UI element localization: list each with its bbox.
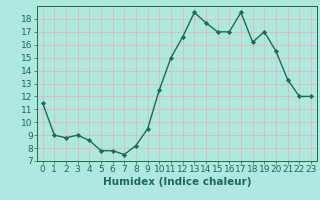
X-axis label: Humidex (Indice chaleur): Humidex (Indice chaleur) [102, 177, 251, 187]
